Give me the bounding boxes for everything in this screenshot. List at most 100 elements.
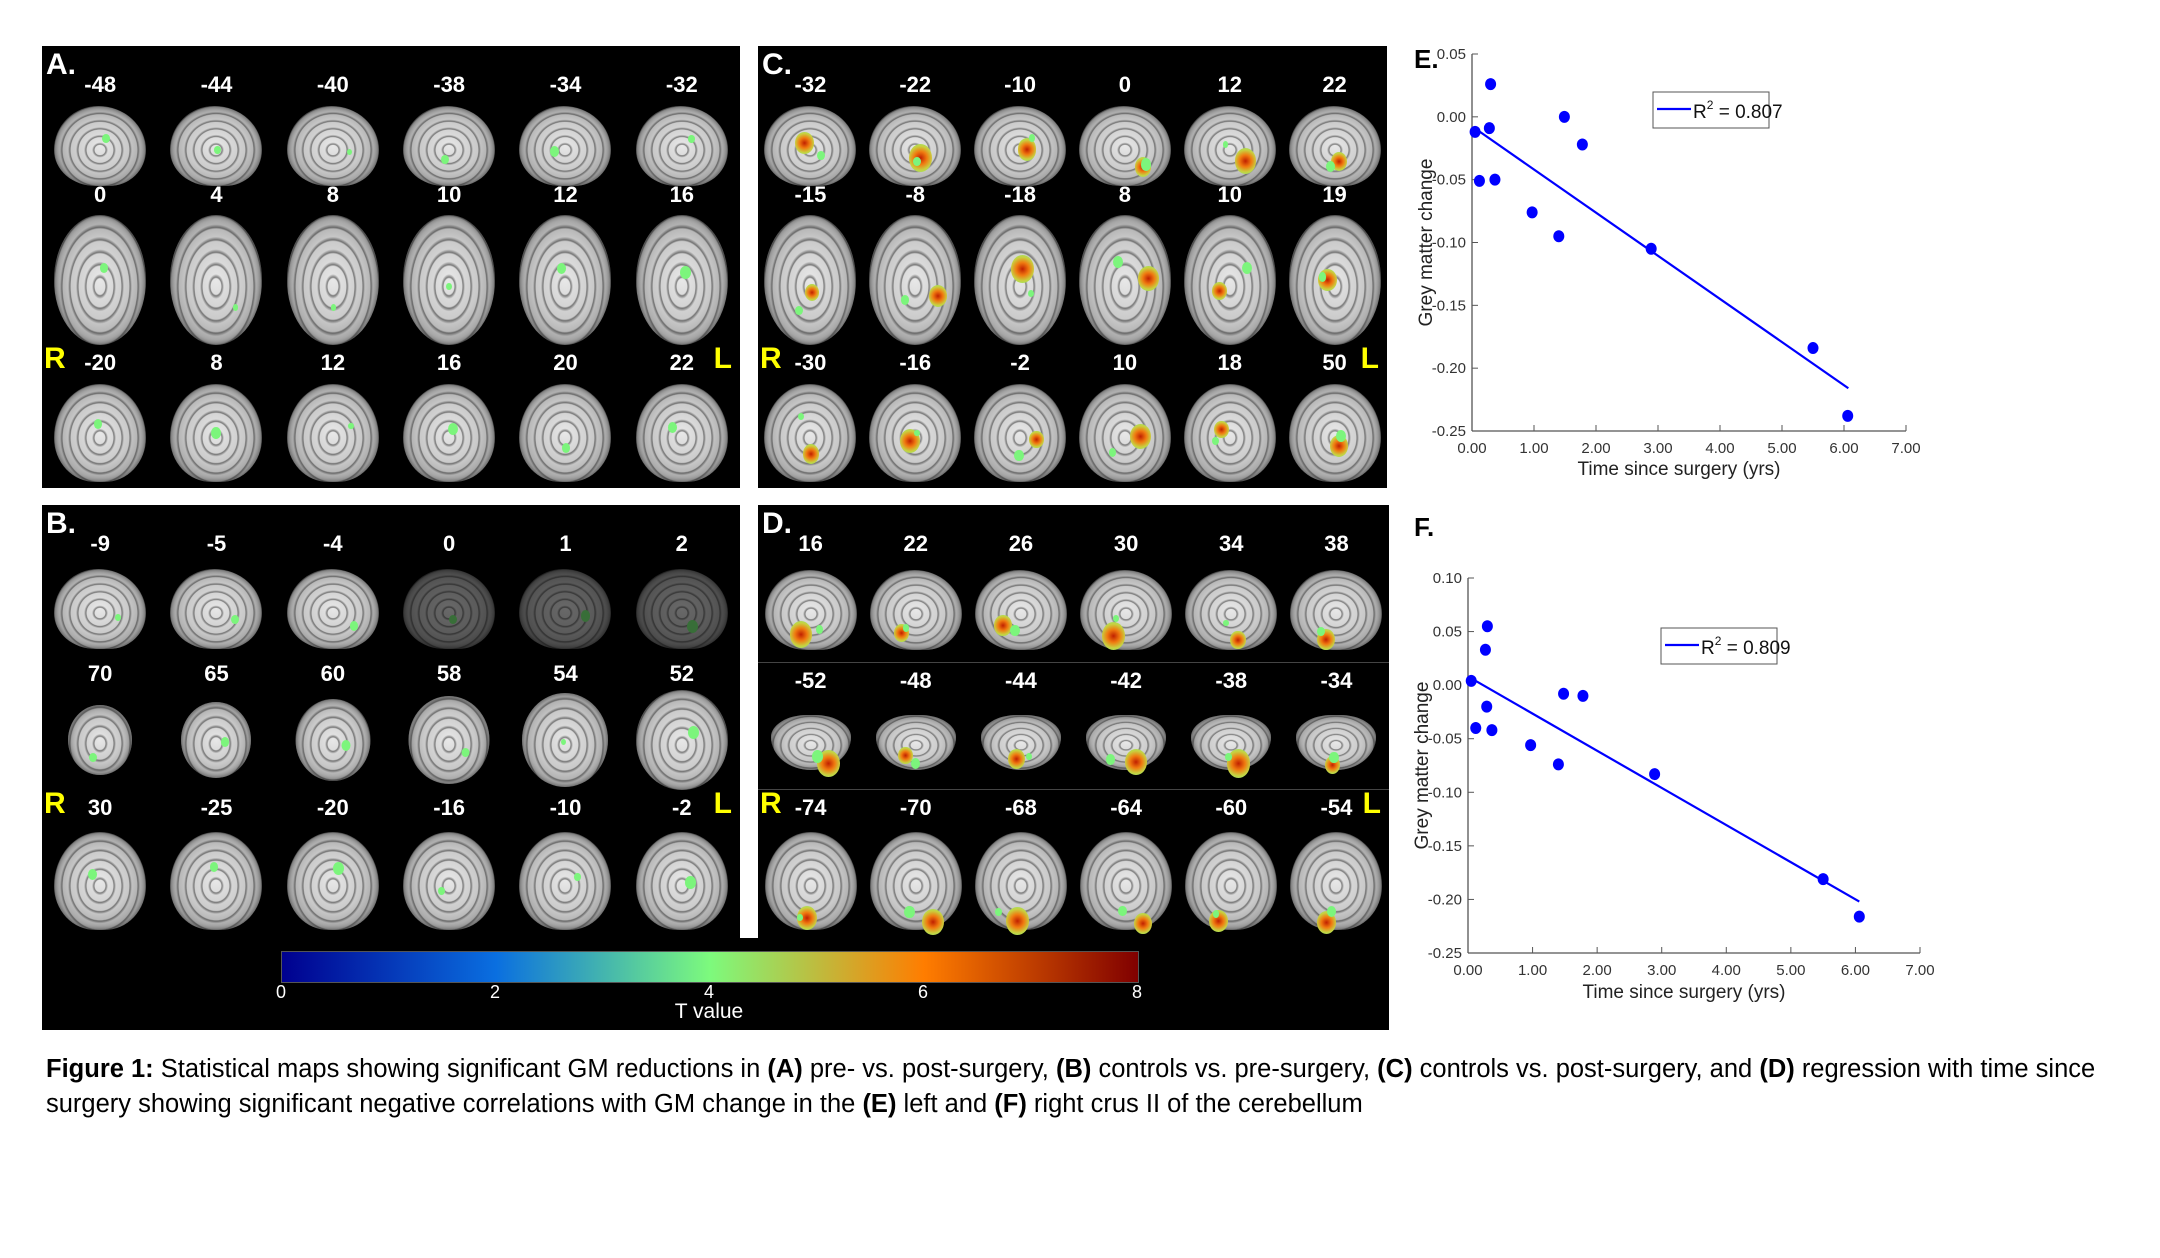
activation-blob: [87, 868, 97, 880]
brain-slice: 10: [1177, 182, 1282, 350]
activation-blob: [1329, 751, 1339, 764]
slice-coordinate-label: 16: [436, 350, 462, 375]
activation-blob: [231, 614, 240, 625]
colorbar-tick: 0: [275, 982, 286, 1002]
x-tick-label: 5.00: [1776, 962, 1805, 979]
slice-coordinate-label: -25: [200, 795, 233, 820]
slice-coordinate-label: -60: [1215, 795, 1248, 820]
brain-image: [519, 569, 612, 649]
activation-blob: [557, 262, 567, 274]
slice-row-axial: 0 4 8 10 12 16: [42, 182, 740, 350]
brain-slice: 60: [275, 661, 391, 791]
brain-slice: -5: [158, 531, 274, 659]
brain-image: [1080, 570, 1173, 650]
slice-coordinate-label: -38: [1215, 668, 1248, 693]
brain-image: [1078, 384, 1171, 482]
activation-blob: [910, 758, 920, 770]
brain-image: [519, 215, 612, 345]
activation-blob: [549, 145, 559, 157]
y-tick-label: -0.15: [1432, 297, 1466, 314]
brain-image: [403, 106, 496, 186]
activation-blob: [1223, 141, 1229, 148]
slice-coordinate-label: 19: [1322, 182, 1347, 207]
activation-blob: [1226, 749, 1251, 778]
data-point: [1558, 110, 1570, 123]
activation-blob: [1027, 290, 1034, 298]
slice-row-coronal: -20 8 12 16 20 22: [42, 350, 740, 488]
legend-superscript: 2: [1707, 98, 1714, 112]
brain-slice: 22: [624, 350, 740, 488]
brain-image: [1290, 570, 1383, 650]
brain-image: [403, 831, 496, 930]
y-tick-label: 0.05: [1433, 624, 1462, 641]
x-tick-label: 6.00: [1829, 440, 1858, 457]
slice-coordinate-label: -68: [1005, 795, 1037, 820]
activation-blob: [912, 156, 921, 167]
figure-caption: Figure 1: Statistical maps showing signi…: [46, 1052, 2136, 1122]
activation-blob: [1029, 134, 1036, 142]
chart-f-letter: F.: [1414, 512, 1435, 542]
data-point: [1479, 643, 1491, 656]
caption-bold-segment: (C): [1377, 1055, 1413, 1083]
brain-slice: 50: [1282, 350, 1387, 488]
slice-coordinate-label: 12: [553, 182, 578, 207]
activation-blob: [1318, 272, 1327, 282]
slice-coordinate-label: -20: [316, 795, 349, 820]
brain-slice: -54: [1284, 795, 1389, 938]
brain-slice: -22: [863, 72, 968, 192]
slice-coordinate-label: -70: [899, 795, 932, 820]
brain-image: [1288, 215, 1381, 345]
x-tick-label: 1.00: [1518, 962, 1547, 979]
brain-slice: 52: [624, 661, 740, 791]
left-hemisphere-marker: L: [1362, 787, 1381, 820]
brain-slice: 54: [507, 661, 623, 791]
brain-image: [408, 696, 490, 784]
slice-coordinate-label: -34: [549, 72, 582, 97]
activation-blob: [994, 615, 1012, 636]
brain-image: [635, 215, 728, 345]
brain-image: [869, 215, 962, 345]
slice-row-sagittal: 16 22 26 30 34 38: [758, 531, 1389, 661]
panel-a-brain-maps: A. -48 -44 -40 -38 -34 -32 0 4 8 10 12 16 -20 8 12 16 20 2…: [42, 46, 740, 488]
slice-coordinate-label: -15: [794, 182, 827, 207]
slice-coordinate-label: 0: [443, 531, 456, 556]
slice-coordinate-label: -44: [200, 72, 233, 97]
slice-coordinate-label: 70: [87, 661, 113, 686]
legend-label: R2 = 0.807: [1693, 98, 1783, 123]
caption-text-segment: regression with time since surgery showi…: [46, 1055, 2103, 1118]
activation-blob: [220, 736, 230, 747]
brain-image: [54, 215, 147, 345]
caption-bold-segment: Figure 1:: [46, 1055, 154, 1083]
brain-image: [875, 714, 956, 770]
slice-coordinate-label: -18: [1004, 182, 1036, 207]
brain-slice: -4: [275, 531, 391, 659]
activation-blob: [461, 747, 470, 757]
caption-bold-segment: (A): [767, 1055, 803, 1083]
brain-image: [170, 215, 263, 345]
activation-blob: [687, 726, 699, 740]
y-tick-label: 0.10: [1433, 570, 1462, 587]
colorbar-label: T value: [674, 1000, 744, 1023]
brain-image: [974, 106, 1067, 186]
activation-blob: [668, 422, 678, 433]
activation-blob: [688, 135, 695, 143]
regression-line: [1471, 677, 1860, 903]
activation-blob: [580, 610, 591, 623]
y-tick-label: -0.05: [1432, 172, 1466, 189]
brain-image: [1183, 215, 1276, 345]
x-tick-label: 1.00: [1519, 440, 1548, 457]
activation-blob: [446, 282, 453, 290]
slice-coordinate-label: 12: [1217, 72, 1242, 97]
activation-blob: [816, 750, 840, 778]
x-tick-label: 0.00: [1457, 440, 1486, 457]
slice-coordinate-label: -40: [316, 72, 349, 97]
brain-slice: -25: [158, 795, 274, 938]
activation-blob: [914, 429, 921, 437]
chart-e-letter: E.: [1414, 44, 1439, 74]
slice-coordinate-label: 65: [204, 661, 229, 686]
slice-row-coronal: -74 -70 -68 -64 -60 -54: [758, 795, 1389, 938]
activation-blob: [209, 861, 218, 872]
row-divider: [758, 789, 1389, 790]
slice-coordinate-label: 10: [436, 182, 462, 207]
activation-blob: [1124, 748, 1147, 775]
